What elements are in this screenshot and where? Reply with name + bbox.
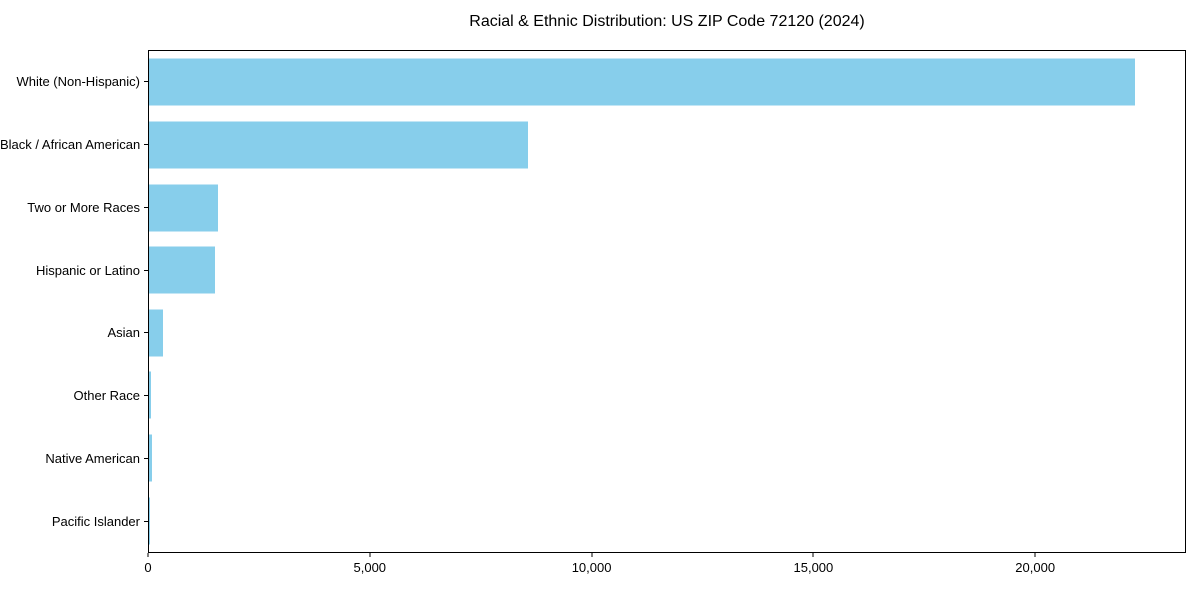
bar-row	[149, 427, 1185, 490]
category-label: Two or More Races	[27, 199, 140, 215]
bar-1	[149, 121, 528, 169]
x-tick-label: 5,000	[353, 560, 387, 575]
bar-5	[149, 371, 152, 419]
bars-container	[149, 51, 1185, 552]
bar-row	[149, 302, 1185, 365]
category-label: Asian	[107, 325, 140, 341]
bar-6	[149, 434, 152, 482]
plot-area	[148, 50, 1186, 553]
y-tick-mark	[144, 206, 148, 208]
category-label: Other Race	[73, 388, 140, 404]
y-tick-mark	[144, 521, 148, 523]
y-tick-mark	[144, 395, 148, 397]
y-tick-mark	[144, 332, 148, 334]
bar-row	[149, 176, 1185, 239]
y-axis-labels: White (Non-Hispanic) Black / African Amer…	[0, 50, 148, 553]
x-axis: 0 5,000 10,000 15,000 20,000	[144, 553, 1186, 593]
chart-title: Racial & Ethnic Distribution: US ZIP Cod…	[469, 13, 865, 30]
y-tick-mark	[144, 458, 148, 460]
bar-3	[149, 246, 215, 294]
bar-row	[149, 239, 1185, 302]
bar-2	[149, 184, 219, 232]
bar-4	[149, 309, 164, 357]
bar-row	[149, 489, 1185, 552]
x-tick-mark	[812, 553, 814, 557]
category-label: White (Non-Hispanic)	[16, 73, 140, 89]
category-label: Pacific Islander	[51, 514, 140, 530]
x-tick-label: 15,000	[793, 560, 834, 575]
bar-row	[149, 114, 1185, 177]
category-label: Native American	[45, 451, 140, 467]
bar-0	[149, 58, 1136, 106]
y-tick-mark	[144, 80, 148, 82]
y-label-row: White (Non-Hispanic)	[0, 50, 148, 113]
y-label-row: Native American	[0, 427, 148, 490]
x-tick-mark	[369, 553, 371, 557]
y-label-row: Hispanic or Latino	[0, 239, 148, 302]
category-label: Black / African American	[0, 136, 141, 152]
x-tick-label: 20,000	[1015, 560, 1056, 575]
y-label-row: Pacific Islander	[0, 490, 148, 553]
x-tick-label: 10,000	[571, 560, 612, 575]
y-tick-mark	[144, 269, 148, 271]
category-label: Hispanic or Latino	[35, 262, 140, 278]
y-label-row: Black / African American	[0, 113, 148, 176]
bar-row	[149, 51, 1185, 114]
bar-row	[149, 364, 1185, 427]
y-label-row: Two or More Races	[0, 176, 148, 239]
y-label-row: Asian	[0, 302, 148, 365]
y-tick-mark	[144, 143, 148, 145]
x-tick-mark	[1034, 553, 1036, 557]
x-tick-label: 0	[144, 560, 152, 575]
y-label-row: Other Race	[0, 364, 148, 427]
x-tick-mark	[591, 553, 593, 557]
x-tick-mark	[147, 553, 149, 557]
